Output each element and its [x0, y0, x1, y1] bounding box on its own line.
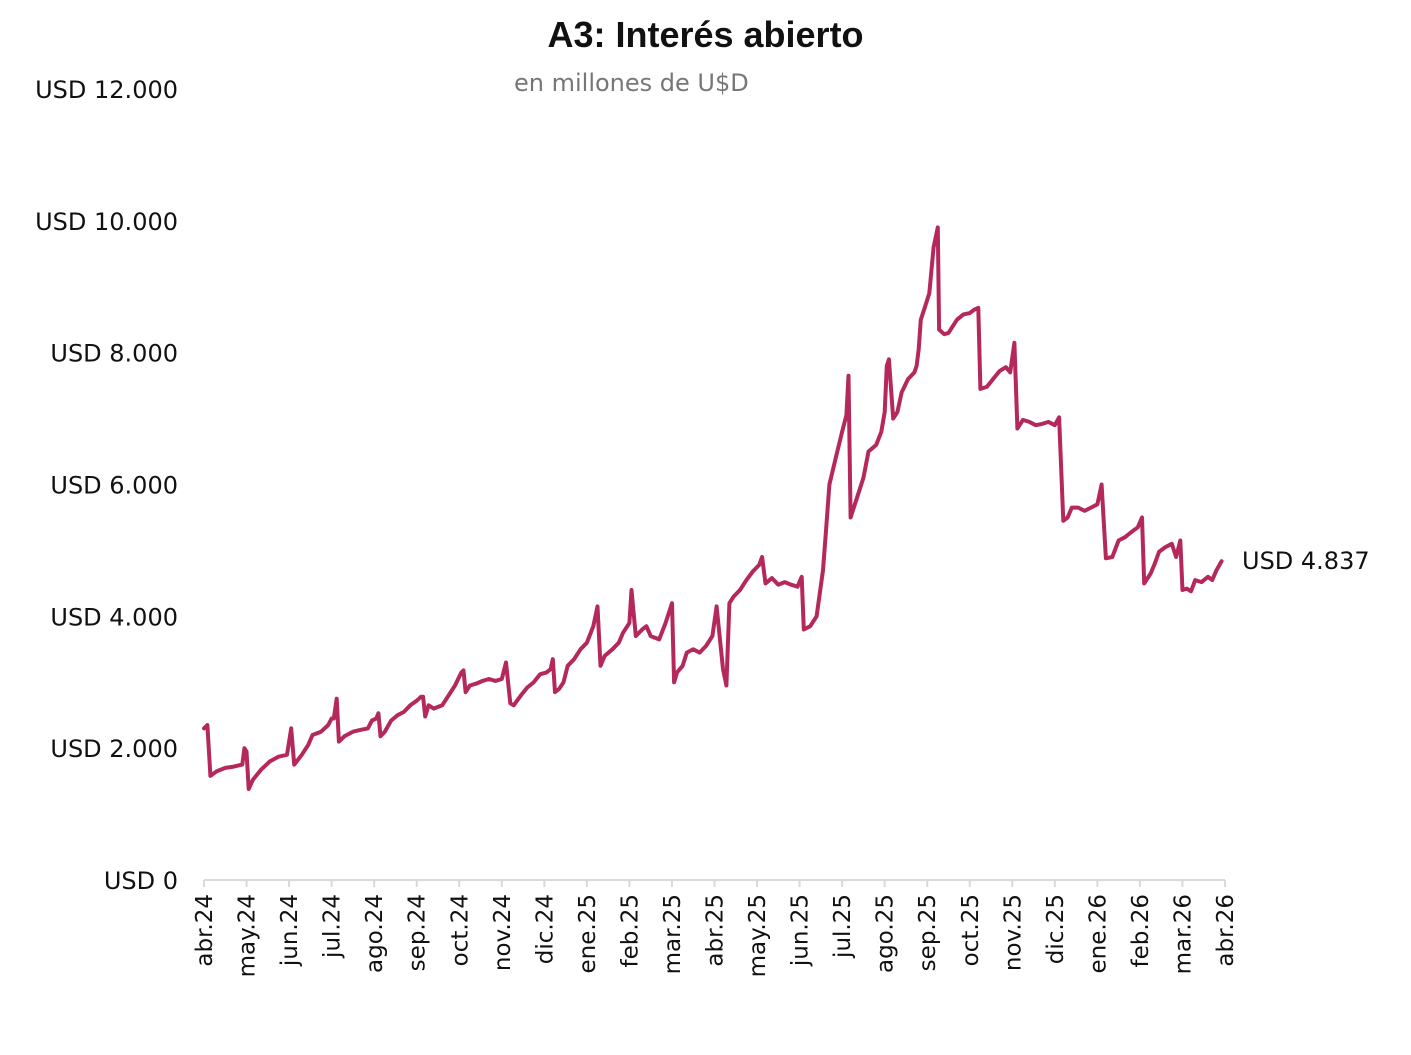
x-tick-label: dic.25 — [1043, 894, 1069, 964]
x-tick-label: sep.24 — [405, 894, 431, 971]
plot-area: USD 4.837 — [202, 225, 1370, 791]
x-tick-label: abr.26 — [1213, 894, 1239, 967]
x-tick-label: mar.26 — [1170, 894, 1196, 974]
x-tick-label: ago.25 — [873, 894, 899, 973]
x-tick-label: dic.24 — [532, 894, 558, 964]
x-axis: abr.24 may.24 jun.24 jul.24 ago.24 sep.24 oct.… — [192, 879, 1239, 977]
x-tick-label: abr.25 — [703, 894, 729, 967]
y-tick-label: USD 8.000 — [50, 340, 178, 368]
x-tick-label: ene.25 — [575, 894, 601, 973]
x-tick-label: mar.25 — [660, 894, 686, 974]
y-tick-label: USD 4.000 — [50, 603, 178, 631]
y-tick-label: USD 0 — [104, 867, 178, 895]
y-axis: USD 0 USD 2.000 USD 4.000 USD 6.000 USD 8.00… — [35, 76, 178, 895]
y-tick-label: USD 6.000 — [50, 472, 178, 500]
x-tick-label: abr.24 — [192, 894, 218, 967]
x-tick-label: jul.25 — [830, 894, 856, 959]
x-tick-label: feb.26 — [1128, 894, 1154, 967]
x-tick-label: may.24 — [235, 894, 261, 977]
x-tick-label: oct.25 — [958, 894, 984, 966]
x-tick-label: may.25 — [745, 894, 771, 977]
chart-subtitle: en millones de U$D — [514, 69, 749, 97]
series-line — [202, 225, 1224, 791]
x-tick-label: jun.25 — [788, 894, 814, 967]
x-tick-label: nov.24 — [490, 894, 516, 971]
x-tick-label: jun.24 — [277, 894, 303, 967]
end-value-label: USD 4.837 — [1242, 547, 1370, 575]
y-tick-label: USD 10.000 — [35, 208, 178, 236]
chart-title: A3: Interés abierto — [547, 14, 864, 55]
y-tick-label: USD 12.000 — [35, 76, 178, 104]
x-tick-label: sep.25 — [915, 894, 941, 971]
x-tick-label: feb.25 — [617, 894, 643, 967]
x-tick-label: jul.24 — [320, 894, 346, 959]
x-tick-label: nov.25 — [1000, 894, 1026, 971]
x-tick-label: oct.24 — [447, 894, 473, 966]
x-tick-label: ago.24 — [362, 894, 388, 973]
x-tick-label: ene.26 — [1085, 894, 1111, 973]
y-tick-label: USD 2.000 — [50, 735, 178, 763]
